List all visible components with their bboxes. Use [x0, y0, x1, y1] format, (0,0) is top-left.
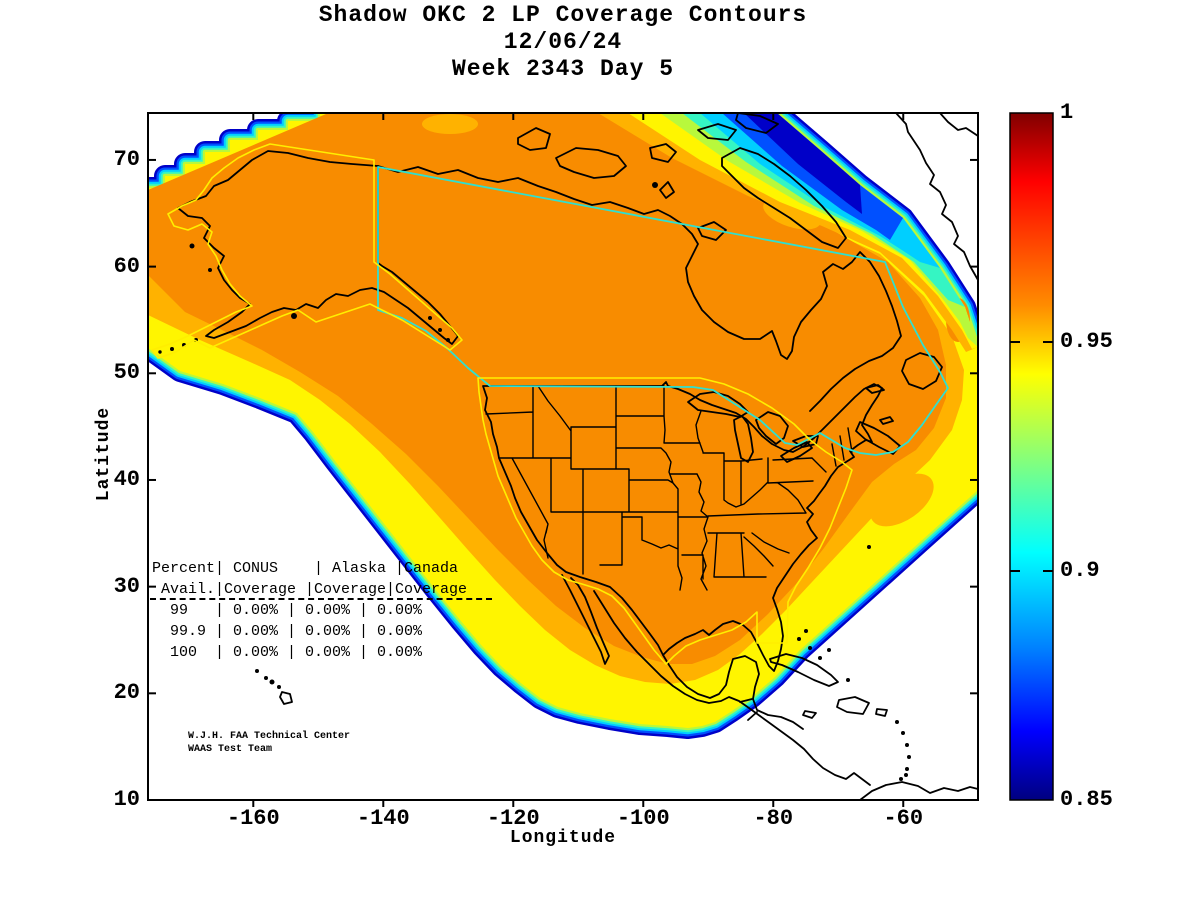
y-tick-label: 70: [113, 146, 140, 172]
colorbar-tick-label: 0.9: [1060, 558, 1100, 583]
colorbar: [1009, 112, 1054, 801]
alaska-region-boundary-line: [151, 143, 463, 359]
coverage-table-row: 99.9 | 0.00% | 0.00% | 0.00%: [152, 623, 423, 640]
credit-line-2: WAAS Test Team: [188, 744, 273, 755]
x-axis-ticks: [252, 113, 905, 807]
table-divider: [150, 598, 492, 600]
x-tick-label: -80: [753, 806, 794, 831]
x-tick-label: -140: [356, 806, 410, 831]
x-tick-label: -120: [486, 806, 540, 831]
colorbar-gradient: [1009, 112, 1054, 801]
x-tick-label: -160: [226, 806, 280, 831]
y-tick-label: 20: [113, 680, 140, 706]
coverage-table-row: 99 | 0.00% | 0.00% | 0.00%: [152, 602, 423, 619]
figure-date: 12/06/24: [503, 29, 623, 55]
x-tick-label: -100: [616, 806, 670, 831]
coverage-table-header-line: Avail.|Coverage |Coverage|Coverage: [152, 581, 468, 598]
colorbar-ticks: [1010, 341, 1053, 572]
coverage-table-row: 100 | 0.00% | 0.00% | 0.00%: [152, 644, 423, 661]
colorbar-tick-label: 1: [1060, 100, 1074, 125]
y-tick-label: 40: [113, 466, 140, 492]
colorbar-tick-label: 0.85: [1060, 787, 1113, 812]
northeast-degraded-band: [598, 113, 978, 352]
y-tick-label: 60: [113, 253, 140, 279]
amber-patch: [870, 473, 934, 527]
state-borders: [485, 385, 853, 591]
island-specks: [158, 182, 911, 781]
y-tick-label: 30: [113, 573, 140, 599]
x-axis-label: Longitude: [509, 828, 617, 848]
y-tick-label: 50: [113, 360, 140, 386]
credit-line-1: W.J.H. FAA Technical Center: [188, 731, 351, 742]
canada-region-boundary-line: [377, 166, 949, 456]
y-axis-ticks: [148, 158, 978, 801]
figure-title: Shadow OKC 2 LP Coverage Contours: [318, 2, 808, 28]
amber-patch: [422, 114, 478, 134]
contour-fill-orange: [148, 114, 946, 664]
y-axis-label: Latitude: [94, 406, 114, 502]
colorbar-tick-label: 0.95: [1060, 329, 1113, 354]
axes-frame: [147, 112, 979, 807]
y-tick-label: 10: [113, 787, 140, 812]
coverage-table-header-line: Percent| CONUS | Alaska |Canada: [152, 560, 459, 577]
coverage-contours: [148, 113, 978, 800]
figure-week-day: Week 2343 Day 5: [451, 56, 675, 82]
x-tick-label: -60: [883, 806, 924, 831]
conus-region-boundary-line: [477, 377, 853, 665]
